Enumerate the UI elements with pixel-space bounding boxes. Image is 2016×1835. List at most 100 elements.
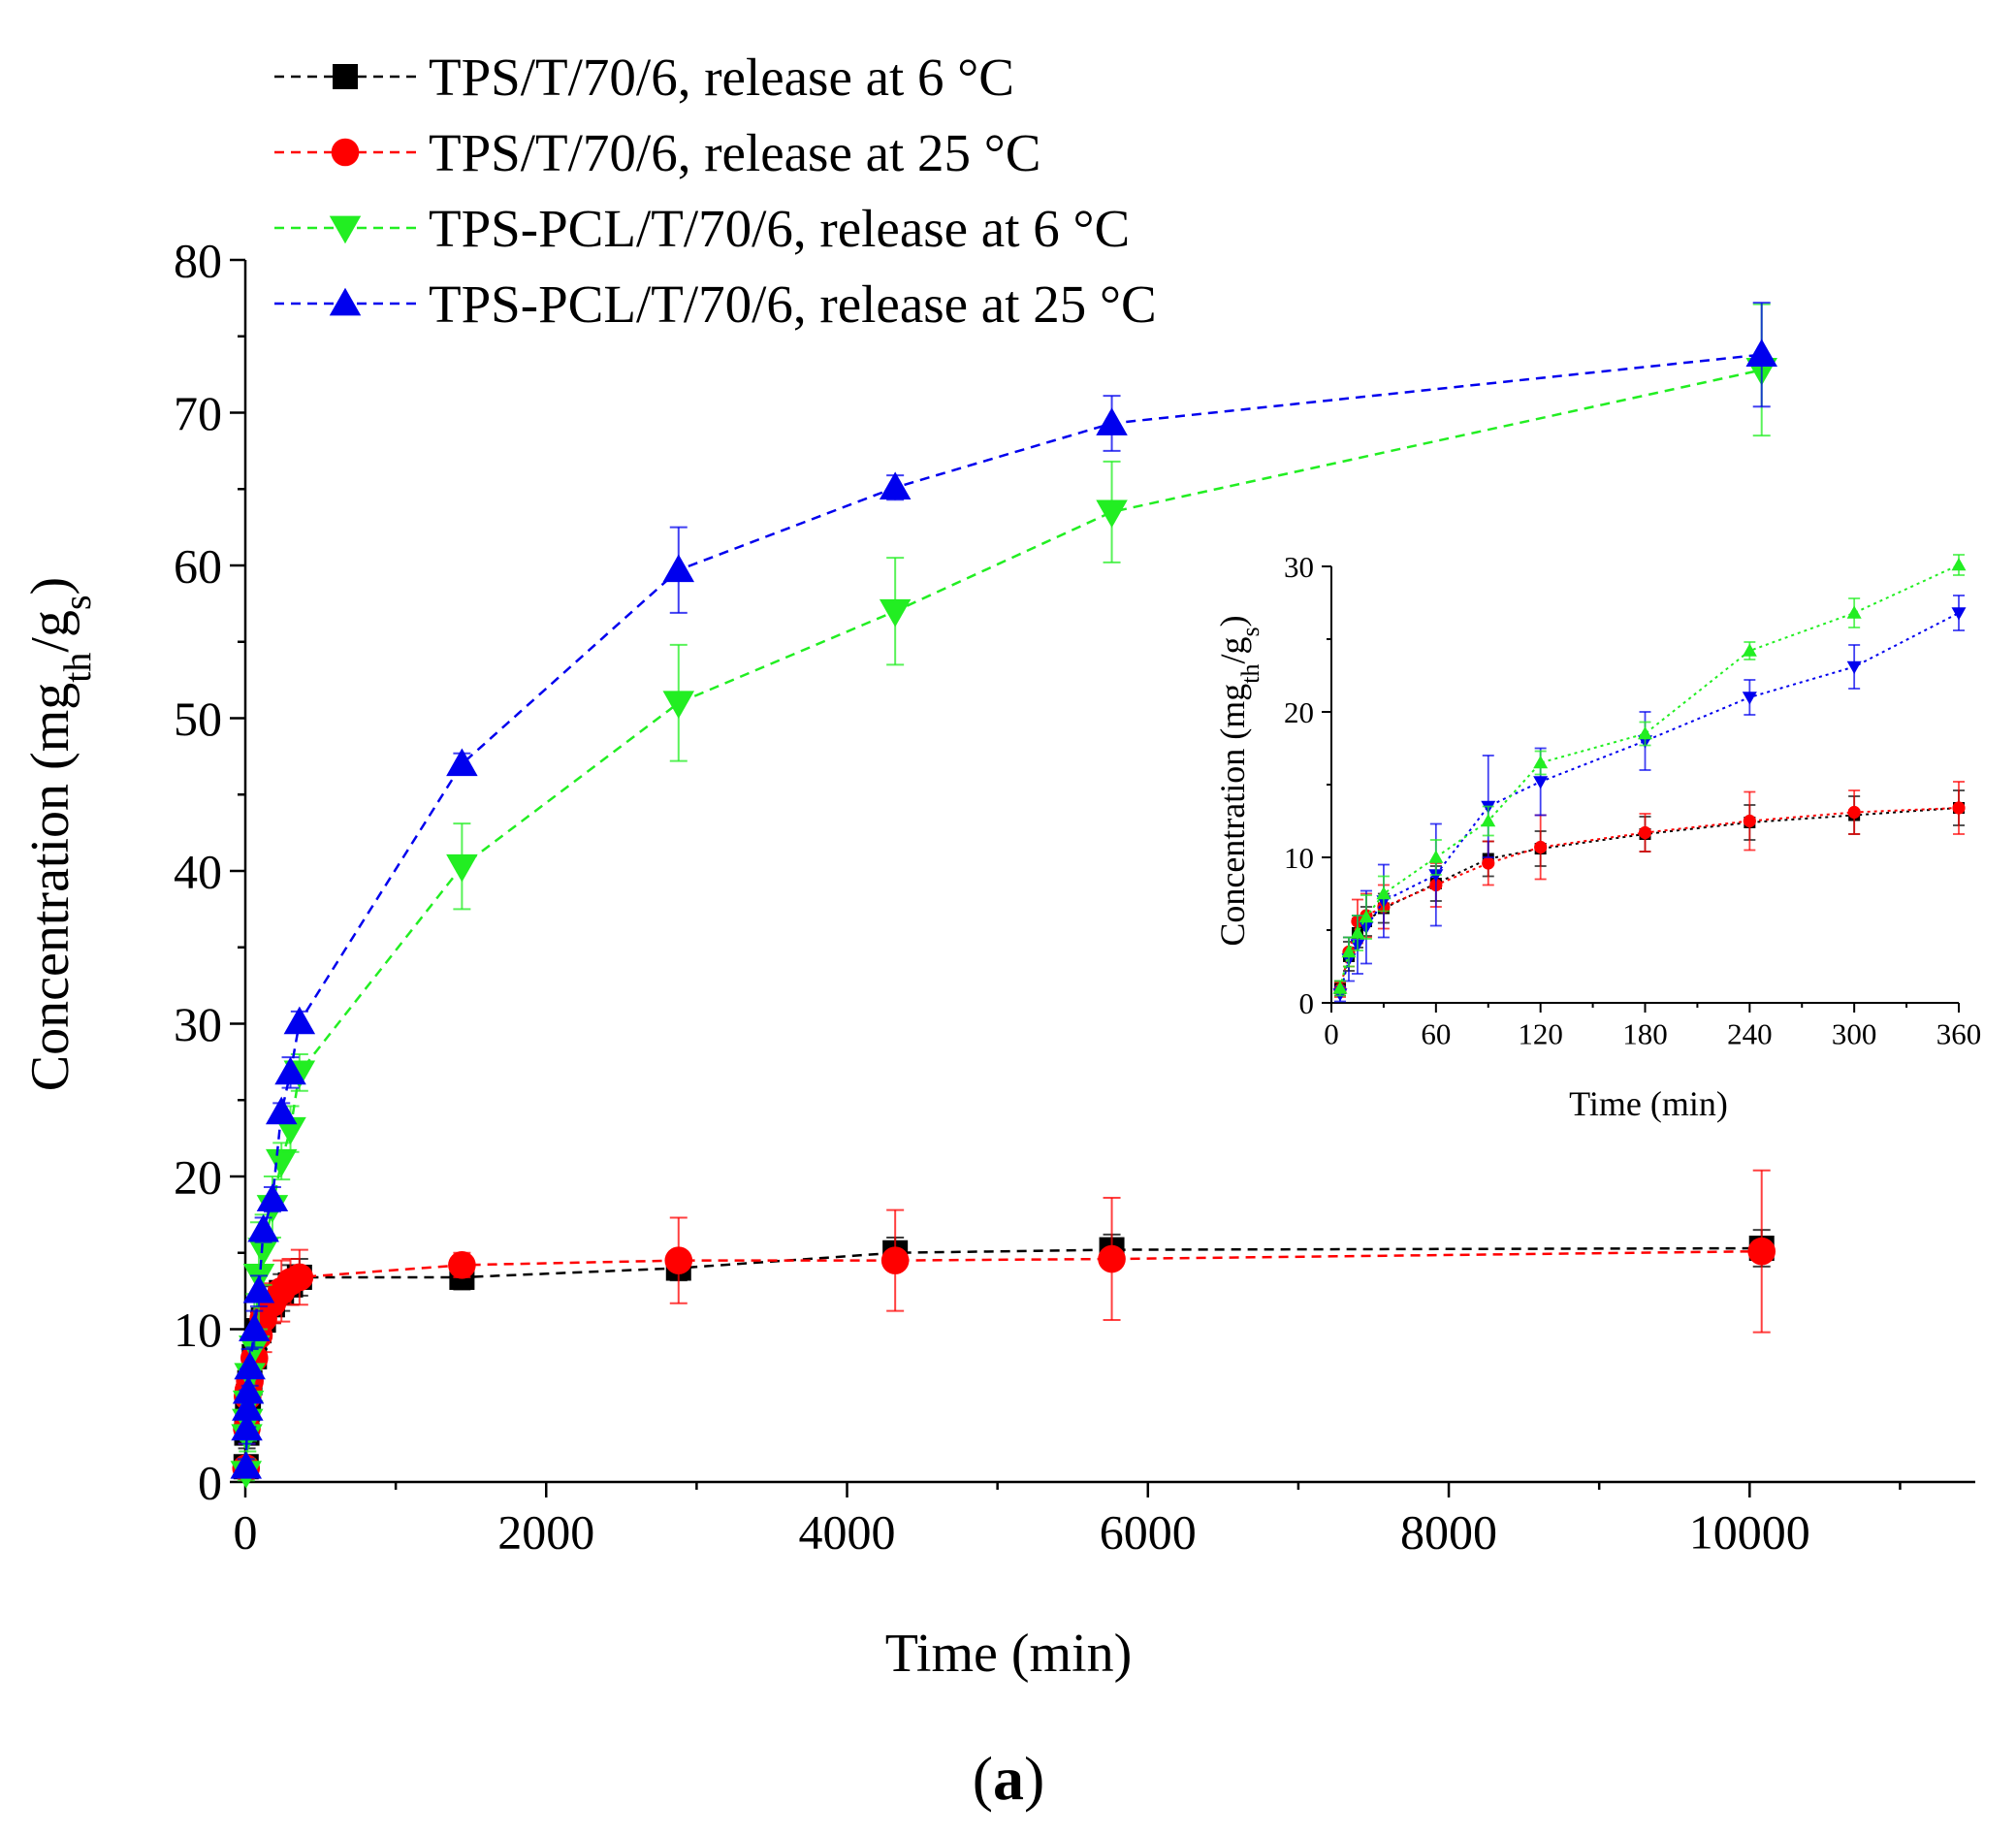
main-data-point [662, 691, 695, 719]
main-y-tick-label: 20 [174, 1150, 222, 1205]
inset-y-tick-label: 20 [1284, 695, 1314, 729]
inset-series-3 [1332, 595, 1967, 1003]
main-series-line [244, 353, 1762, 1467]
main-y-tick-label: 60 [174, 539, 222, 594]
inset-data-point [1847, 805, 1861, 820]
legend-item-3: TPS-PCL/T/70/6, release at 6 °C [274, 199, 1130, 258]
inset-x-tick-label: 180 [1622, 1017, 1668, 1051]
main-data-point [242, 1274, 275, 1304]
inset-series [1332, 554, 1967, 1003]
inset-series-line [1339, 807, 1960, 990]
legend-item-4: TPS-PCL/T/70/6, release at 25 °C [274, 274, 1157, 334]
inset-series-4 [1332, 554, 1967, 997]
main-x-axis-title: Time (min) [885, 1624, 1133, 1684]
inset-series-line [1339, 563, 1960, 989]
main-y-tick-label: 10 [174, 1303, 222, 1357]
inset-x-tick-label: 60 [1421, 1017, 1451, 1051]
main-data-point [880, 1246, 910, 1274]
inset-x-tick-label: 240 [1727, 1017, 1773, 1051]
inset-data-point [1638, 825, 1652, 840]
main-x-tick-label: 4000 [799, 1505, 896, 1560]
inset-data-point [1743, 814, 1756, 828]
main-x-tick-label: 2000 [497, 1505, 594, 1560]
main-x-tick-label: 6000 [1100, 1505, 1197, 1560]
main-data-point [247, 1213, 279, 1242]
main-data-point [446, 748, 478, 777]
main-data-point [662, 554, 695, 583]
inset-data-point [1846, 605, 1862, 619]
inset-series-2 [1333, 781, 1966, 998]
main-data-point [446, 853, 478, 883]
main-data-point [1096, 499, 1128, 529]
inset-data-point [1428, 850, 1444, 863]
legend-label: TPS/T/70/6, release at 6 °C [429, 48, 1014, 107]
legend-marker [333, 64, 358, 89]
main-data-point [265, 1096, 298, 1125]
main-data-point [1745, 338, 1777, 367]
inset-y-tick-label: 30 [1284, 550, 1314, 584]
main-y-axis-title: Concentration (mgth/gs) [20, 577, 99, 1091]
inset-data-point [1376, 886, 1392, 900]
inset-series-line [1339, 612, 1960, 995]
legend: TPS/T/70/6, release at 6 °C TPS/T/70/6, r… [274, 48, 1157, 334]
main-y-tick-label: 50 [174, 692, 222, 746]
main-data-point [664, 1246, 693, 1274]
inset-data-point [1481, 814, 1496, 827]
main-y-tick-label: 0 [198, 1456, 222, 1510]
main-y-tick-label: 40 [174, 845, 222, 899]
inset-y-tick-label: 0 [1299, 986, 1315, 1020]
inset-data-point [1533, 756, 1549, 769]
main-data-point [232, 1375, 265, 1404]
inset-data-point [1482, 856, 1495, 870]
legend-marker [331, 138, 360, 167]
inset-data-point [1638, 726, 1652, 740]
legend-item-1: TPS/T/70/6, release at 6 °C [274, 48, 1014, 107]
inset-data-point [1350, 925, 1365, 939]
inset-data-point [1534, 840, 1548, 854]
inset-data-point [1951, 607, 1967, 621]
main-data-point [448, 1251, 476, 1279]
inset-data-point [1533, 776, 1549, 789]
main-y-tick-label: 70 [174, 386, 222, 440]
main-data-point [274, 1056, 306, 1085]
inset-data-point [1742, 692, 1757, 705]
main-series-4 [230, 302, 1777, 1479]
inset-y-tick-label: 10 [1284, 841, 1314, 875]
main-series-2 [232, 1169, 1776, 1483]
panel-label: (a) [973, 1744, 1045, 1813]
legend-marker [329, 287, 362, 316]
inset-x-tick-label: 120 [1518, 1017, 1563, 1051]
inset-x-tick-label: 360 [1936, 1017, 1982, 1051]
main-x-tick-label: 10000 [1689, 1505, 1810, 1560]
main-y-tick-label: 80 [174, 234, 222, 288]
inset-data-point [1332, 981, 1348, 994]
main-data-point [1098, 1244, 1126, 1273]
main-x-tick-label: 0 [234, 1505, 258, 1560]
legend-label: TPS-PCL/T/70/6, release at 6 °C [429, 199, 1130, 258]
main-data-point [283, 1006, 316, 1035]
main-data-point [265, 1148, 298, 1177]
main-y-tick-label: 30 [174, 997, 222, 1051]
legend-label: TPS/T/70/6, release at 25 °C [429, 123, 1040, 182]
inset-data-point [1846, 660, 1862, 674]
main-data-point [239, 1313, 271, 1341]
inset-x-axis-title: Time (min) [1569, 1084, 1728, 1123]
main-series-line [244, 369, 1762, 1473]
legend-marker [329, 215, 362, 244]
main-data-point [230, 1451, 263, 1479]
main-series [230, 302, 1777, 1489]
inset-data-point [1742, 643, 1757, 657]
inset-data-point [1951, 558, 1967, 571]
inset-data-point [1428, 869, 1444, 883]
main-data-point [1747, 1237, 1776, 1266]
inset-data-point [1341, 945, 1357, 958]
main-series-3 [230, 303, 1777, 1489]
main-data-point [285, 1263, 314, 1292]
legend-label: TPS-PCL/T/70/6, release at 25 °C [429, 274, 1157, 334]
inset-series-line [1339, 807, 1960, 989]
inset-data-point [1952, 801, 1966, 815]
